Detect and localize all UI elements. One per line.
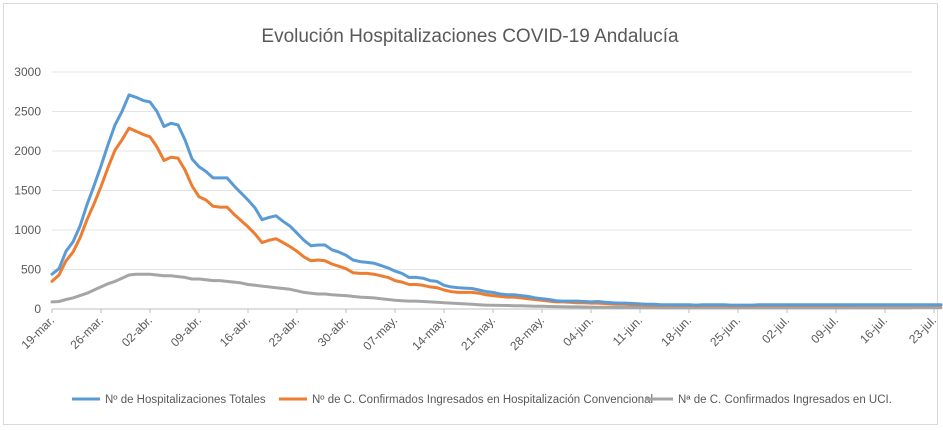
y-tick-label: 3000 [14, 65, 41, 79]
x-tick-label: 14-may. [409, 313, 449, 353]
y-tick-label: 1000 [14, 223, 41, 237]
series-line [50, 93, 943, 307]
x-tick-label: 16-abr. [217, 313, 253, 349]
legend: Nº de Hospitalizaciones Totales Nº de C. … [72, 394, 892, 406]
y-tick-label: 1500 [14, 184, 41, 198]
x-tick-label: 02-jul. [759, 313, 792, 346]
x-axis: 19-mar. 26-mar. 02-abr. 09-abr. 16-abr. 23-ab… [18, 309, 939, 353]
x-tick-label: 02-abr. [119, 313, 155, 349]
legend-label: Nº de Hospitalizaciones Totales [105, 394, 266, 406]
y-tick-label: 500 [21, 263, 41, 277]
x-tick-label: 09-jul. [808, 313, 841, 346]
x-tick-label: 07-may. [360, 313, 400, 353]
y-axis: 0 500 1000 1500 2000 2500 3000 [14, 65, 41, 316]
legend-label: Nº de C. Confirmados Ingresados en Hospi… [312, 394, 653, 406]
x-tick-label: 30-abr. [315, 313, 351, 349]
legend-label: Nª de C. Confirmados Ingresados en UCI. [678, 394, 892, 406]
x-tick-label: 25-jun. [707, 313, 743, 349]
series-lines [50, 93, 943, 310]
x-tick-label: 11-jun. [610, 313, 645, 348]
series-line [50, 126, 943, 308]
y-tick-label: 2500 [14, 105, 41, 119]
x-tick-label: 28-may. [507, 313, 547, 353]
chart-title: Evolución Hospitalizaciones COVID-19 And… [261, 26, 679, 47]
x-tick-label: 23-jul. [906, 313, 939, 346]
x-tick-label: 04-jun. [560, 313, 596, 349]
x-tick-label: 19-mar. [18, 313, 57, 352]
gridlines [52, 71, 912, 310]
x-tick-label: 09-abr. [168, 313, 204, 349]
series-line [50, 272, 943, 310]
chart-frame [3, 3, 938, 425]
y-tick-label: 2000 [14, 144, 41, 158]
x-tick-label: 18-jun. [658, 313, 694, 349]
x-tick-label: 21-may. [458, 313, 498, 353]
x-tick-label: 26-mar. [67, 313, 106, 352]
x-tick-label: 16-jul. [857, 313, 890, 346]
x-tick-label: 23-abr. [266, 313, 302, 349]
y-tick-label: 0 [34, 302, 41, 316]
